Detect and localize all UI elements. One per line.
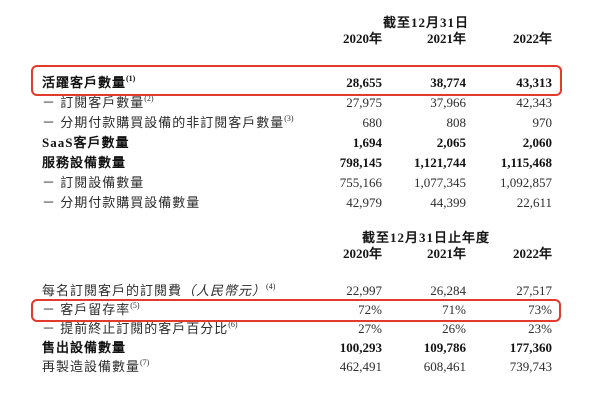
row-label: － 分期付款購買設備的非訂閱客戶數量(3) — [42, 113, 294, 130]
table1-period-header: 截至12月31日 — [382, 15, 469, 30]
table-row-remanufactured-devices: 再製造設備數量(7) 462,491 608,461 739,743 — [42, 357, 552, 376]
value-2020: 1,694 — [352, 135, 382, 150]
value-2022: 1,092,857 — [500, 175, 552, 190]
value-2021: 26% — [442, 321, 466, 336]
row-label: － 分期付款購買設備數量 — [42, 195, 201, 210]
value-2022: 42,343 — [516, 95, 552, 110]
value-2021: 808 — [446, 115, 467, 130]
value-2020: 28,655 — [346, 75, 382, 90]
value-2020: 680 — [362, 115, 383, 130]
table-row-devices-in-service: 服務設備數量 798,145 1,121,744 1,115,468 — [42, 153, 552, 173]
row-label: 售出設備數量 — [42, 340, 127, 355]
table-row-saas-customers: SaaS客戶數量 1,694 2,065 2,060 — [42, 133, 552, 153]
row-label: 活躍客戶數量(1) — [42, 73, 136, 90]
footnote-ref: (7) — [140, 357, 150, 367]
table1-rows: 活躍客戶數量(1) 28,655 38,774 43,313 － 訂閱客戶數量(… — [42, 73, 552, 213]
value-2022: 27,517 — [516, 283, 552, 298]
value-2021: 37,966 — [430, 95, 466, 110]
table-row-early-termination-percentage: － 提前終止訂閱的客戶百分比(6) 27% 26% 23% — [42, 319, 552, 338]
value-2022: 73% — [528, 302, 552, 317]
value-2022: 2,060 — [522, 135, 552, 150]
value-2021: 109,786 — [423, 340, 466, 355]
value-2022: 22,611 — [516, 195, 552, 210]
row-label: － 客戶留存率(5) — [42, 300, 140, 317]
table1-years-row: 2020年 2021年 2022年 — [42, 31, 552, 47]
table-row-installment-devices: － 分期付款購買設備數量 42,979 44,399 22,611 — [42, 193, 552, 213]
table-row-subscription-devices: － 訂閱設備數量 755,166 1,077,345 1,092,857 — [42, 173, 552, 193]
value-2021: 1,121,744 — [414, 155, 466, 170]
row-label: － 訂閱設備數量 — [42, 175, 145, 190]
value-2021: 608,461 — [423, 359, 466, 374]
table1-year-2022: 2022年 — [512, 31, 552, 46]
value-2022: 23% — [528, 321, 552, 336]
value-2022: 970 — [532, 115, 553, 130]
row-label: － 訂閱客戶數量(2) — [42, 93, 154, 110]
table-row-customer-retention-rate: － 客戶留存率(5) 72% 71% 73% — [42, 300, 552, 319]
value-2020: 22,997 — [346, 283, 382, 298]
value-2020: 27,975 — [346, 95, 382, 110]
table-row-subscription-customers: － 訂閱客戶數量(2) 27,975 37,966 42,343 — [42, 93, 552, 113]
row-label: 再製造設備數量(7) — [42, 357, 150, 374]
value-2021: 44,399 — [430, 195, 466, 210]
value-2020: 42,979 — [346, 195, 382, 210]
row-label: 服務設備數量 — [42, 155, 127, 170]
footnote-ref: (3) — [284, 113, 294, 123]
table2-year-2020: 2020年 — [342, 246, 382, 261]
value-2020: 462,491 — [339, 359, 382, 374]
footnote-ref: (6) — [228, 319, 238, 329]
value-2020: 27% — [358, 321, 382, 336]
row-label: － 提前終止訂閱的客戶百分比(6) — [42, 319, 238, 336]
table-row-installment-nonsub-customers: － 分期付款購買設備的非訂閱客戶數量(3) 680 808 970 — [42, 113, 552, 133]
footnote-ref: (2) — [144, 93, 154, 103]
table2-year-2021: 2021年 — [426, 246, 466, 261]
spacer — [42, 246, 298, 262]
table2-period-header: 截至12月31日止年度 — [361, 230, 490, 245]
table1-year-2021: 2021年 — [426, 31, 466, 46]
table2-year-2022: 2022年 — [512, 246, 552, 261]
row-label: SaaS客戶數量 — [42, 135, 130, 150]
table1-year-2020: 2020年 — [342, 31, 382, 46]
table2-rows: 每名訂閱客戶的訂閱費（人民幣元）(4) 22,997 26,284 27,517… — [42, 281, 552, 376]
value-2021: 2,065 — [436, 135, 466, 150]
currency-note: （人民幣元） — [182, 283, 267, 298]
spacer — [42, 31, 298, 47]
table-row-devices-sold: 售出設備數量 100,293 109,786 177,360 — [42, 338, 552, 357]
value-2022: 739,743 — [509, 359, 552, 374]
footnote-ref: (1) — [126, 73, 136, 83]
table2-years-row: 2020年 2021年 2022年 — [42, 246, 552, 262]
value-2020: 798,145 — [339, 155, 382, 170]
value-2022: 177,360 — [509, 340, 552, 355]
value-2021: 71% — [442, 302, 466, 317]
value-2021: 26,284 — [430, 283, 466, 298]
value-2022: 1,115,468 — [500, 155, 552, 170]
value-2020: 100,293 — [339, 340, 382, 355]
table-row-subscription-fee-per-customer: 每名訂閱客戶的訂閱費（人民幣元）(4) 22,997 26,284 27,517 — [42, 281, 552, 300]
value-2021: 1,077,345 — [414, 175, 466, 190]
value-2022: 43,313 — [516, 75, 552, 90]
row-label: 每名訂閱客戶的訂閱費（人民幣元）(4) — [42, 281, 276, 298]
footnote-ref: (4) — [266, 281, 276, 291]
value-2020: 72% — [358, 302, 382, 317]
value-2021: 38,774 — [430, 75, 466, 90]
footnote-ref: (5) — [130, 300, 140, 310]
table-row-active-customers: 活躍客戶數量(1) 28,655 38,774 43,313 — [42, 73, 552, 93]
value-2020: 755,166 — [339, 175, 382, 190]
